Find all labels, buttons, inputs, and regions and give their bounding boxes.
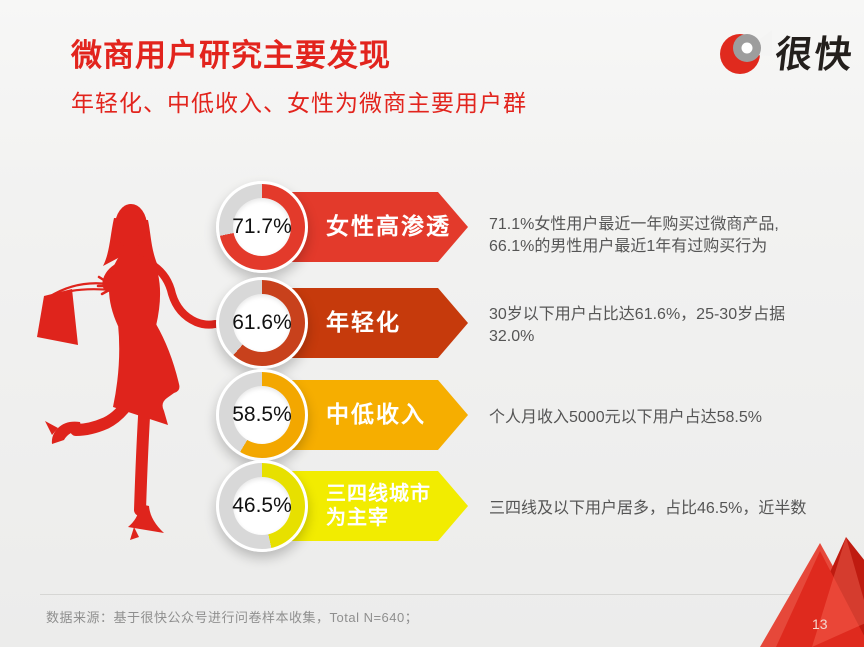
finding-description: 30岁以下用户占比达61.6%，25-30岁占据 32.0%	[489, 306, 786, 345]
donut-percent-label: 58.5%	[232, 403, 292, 426]
donut-percent-label: 61.6%	[232, 311, 292, 334]
footer-divider	[40, 594, 826, 595]
donut-percent-label: 71.7%	[232, 215, 292, 238]
data-source-note: 数据来源：基于很快公众号进行问卷样本收集，Total N=640；	[46, 610, 419, 625]
donut-chart: 71.7%	[216, 181, 308, 273]
donut-chart: 46.5%	[216, 460, 308, 552]
brand-logo: 很快	[714, 22, 856, 80]
woman-shopper-silhouette	[18, 178, 225, 583]
finding-description: 三四线及以下用户居多，占比46.5%，近半数	[489, 500, 807, 517]
logo-swirl-icon	[714, 22, 772, 80]
donut-percent-label: 46.5%	[232, 494, 292, 517]
donut-hole: 58.5%	[232, 386, 292, 444]
page-title: 微商用户研究主要发现	[71, 38, 391, 73]
finding-description: 个人月收入5000元以下用户占达58.5%	[489, 409, 762, 426]
donut-chart: 61.6%	[216, 277, 308, 369]
finding-description: 71.1%女性用户最近一年购买过微商产品, 66.1%的男性用户最近1年有过购买…	[489, 216, 779, 255]
donut-hole: 61.6%	[232, 294, 292, 352]
donut-chart: 58.5%	[216, 369, 308, 461]
donut-hole: 46.5%	[232, 477, 292, 535]
logo-wordmark: 很快	[773, 34, 857, 75]
page-number: 13	[812, 616, 828, 632]
page-subtitle: 年轻化、中低收入、女性为微商主要用户群	[71, 90, 527, 116]
donut-hole: 71.7%	[232, 198, 292, 256]
corner-triangles-decoration	[700, 535, 864, 647]
